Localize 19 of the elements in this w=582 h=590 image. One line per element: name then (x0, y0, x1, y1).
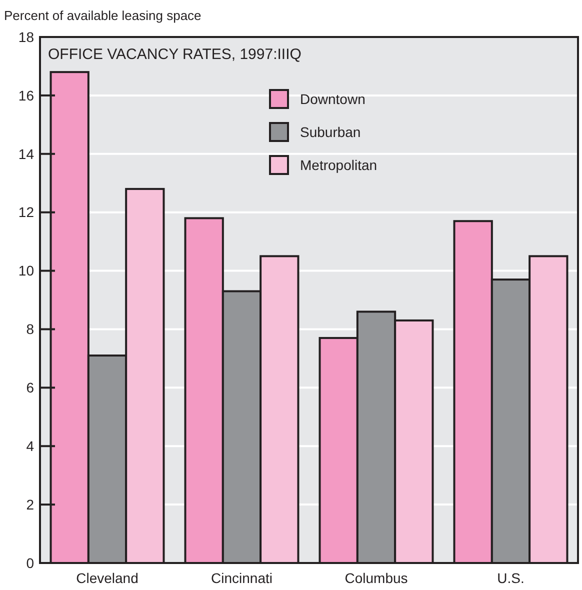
y-tick-label: 8 (26, 321, 34, 338)
text: OFFICE VACANCY RATES, 1997:IIIQ (48, 46, 302, 63)
y-tick-label: 4 (26, 438, 34, 454)
legend-label: Metropolitan (300, 156, 378, 173)
legend-label: Downtown (300, 90, 366, 107)
x-tick-label: U.S. (497, 570, 524, 586)
y-tick-label: 0 (26, 554, 34, 571)
y-tick-label: 18 (18, 28, 34, 45)
x-tick-label: Cleveland (76, 570, 138, 586)
x-tick-label: Cincinnati (211, 570, 272, 586)
y-axis-title: Percent of available leasing space (4, 8, 202, 23)
y-tick-label: 14 (18, 146, 34, 162)
y-tick-label: 12 (18, 204, 34, 220)
y-tick-label: 10 (18, 262, 34, 279)
legend-label: Suburban (300, 124, 361, 140)
y-tick-label: 16 (18, 87, 34, 104)
y-tick-label: 6 (26, 380, 34, 396)
y-tick-label: 2 (26, 496, 34, 512)
x-tick-label: Columbus (344, 570, 408, 586)
